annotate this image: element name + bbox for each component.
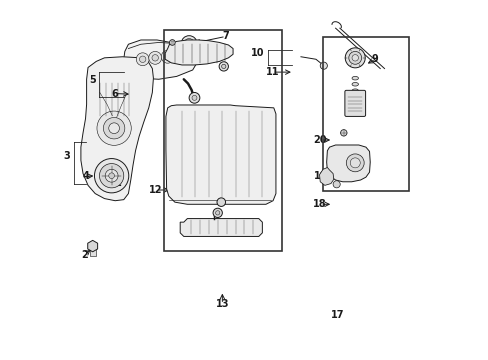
Circle shape	[139, 56, 145, 63]
Polygon shape	[165, 40, 233, 65]
Circle shape	[136, 53, 149, 66]
Circle shape	[161, 50, 174, 63]
Text: 16: 16	[231, 151, 244, 161]
Circle shape	[340, 130, 346, 136]
Circle shape	[173, 50, 186, 63]
Text: 2: 2	[81, 250, 88, 260]
Circle shape	[148, 51, 162, 64]
Text: 15: 15	[171, 181, 185, 192]
Circle shape	[152, 55, 158, 61]
Text: 1: 1	[115, 178, 122, 188]
Text: 8: 8	[215, 53, 222, 63]
Circle shape	[94, 158, 128, 193]
Text: 5: 5	[89, 75, 95, 85]
Text: 17: 17	[331, 310, 344, 320]
Circle shape	[192, 95, 197, 100]
Ellipse shape	[351, 89, 358, 93]
Polygon shape	[123, 40, 198, 79]
Circle shape	[108, 123, 119, 134]
Text: 18: 18	[313, 199, 326, 209]
Text: 6: 6	[112, 89, 118, 99]
Text: 9: 9	[371, 54, 378, 64]
Text: 10: 10	[250, 48, 264, 58]
Polygon shape	[180, 219, 262, 237]
Polygon shape	[165, 105, 275, 204]
Circle shape	[349, 158, 360, 168]
Ellipse shape	[351, 82, 358, 86]
Circle shape	[332, 181, 340, 188]
Circle shape	[213, 208, 222, 217]
Text: 14: 14	[171, 122, 185, 132]
Circle shape	[221, 64, 225, 68]
Text: 7: 7	[222, 31, 229, 41]
Text: 12: 12	[149, 185, 163, 195]
Circle shape	[108, 173, 114, 179]
Ellipse shape	[183, 57, 194, 62]
Bar	[90, 247, 95, 256]
Circle shape	[103, 117, 124, 139]
Circle shape	[320, 62, 326, 69]
Circle shape	[99, 163, 123, 188]
Circle shape	[181, 36, 197, 51]
Ellipse shape	[186, 58, 192, 61]
Circle shape	[97, 111, 131, 145]
Bar	[323, 37, 408, 191]
Polygon shape	[326, 145, 369, 182]
Circle shape	[184, 39, 194, 49]
Polygon shape	[319, 167, 333, 185]
Text: 4: 4	[82, 171, 89, 181]
Circle shape	[177, 54, 183, 60]
Circle shape	[346, 154, 364, 172]
Text: 20: 20	[313, 135, 326, 145]
Text: 13: 13	[215, 299, 229, 309]
Circle shape	[105, 169, 118, 182]
Circle shape	[217, 198, 225, 206]
Text: 11: 11	[265, 67, 279, 77]
Ellipse shape	[351, 76, 358, 80]
Circle shape	[215, 211, 220, 215]
Circle shape	[348, 51, 361, 64]
Polygon shape	[81, 57, 153, 201]
Circle shape	[189, 93, 200, 103]
Circle shape	[351, 55, 358, 61]
Circle shape	[345, 48, 365, 68]
Circle shape	[164, 54, 171, 60]
Bar	[164, 30, 282, 251]
FancyBboxPatch shape	[344, 90, 365, 116]
Text: 3: 3	[63, 151, 70, 161]
Text: 19: 19	[313, 171, 326, 181]
Polygon shape	[87, 240, 98, 252]
Circle shape	[219, 62, 228, 71]
Circle shape	[169, 40, 175, 45]
